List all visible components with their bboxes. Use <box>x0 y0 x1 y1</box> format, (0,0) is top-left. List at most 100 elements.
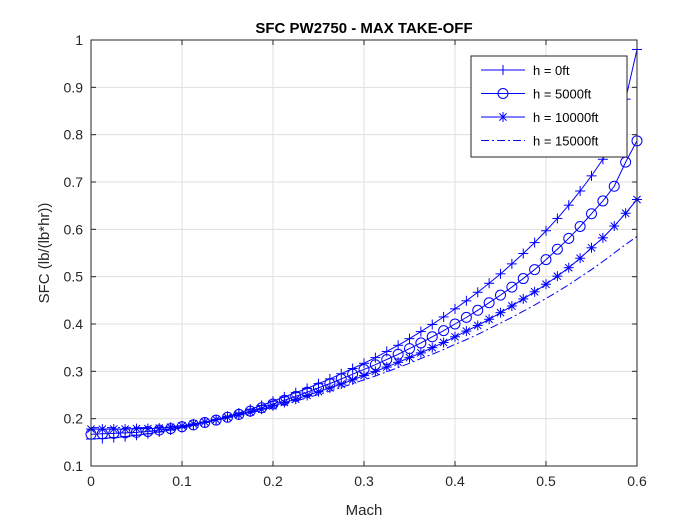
data-point <box>438 325 450 337</box>
data-point <box>472 320 483 331</box>
data-point <box>381 362 392 373</box>
data-point <box>302 390 313 401</box>
data-point <box>472 287 483 298</box>
data-point <box>541 225 551 236</box>
data-point <box>427 319 438 330</box>
data-point <box>415 326 426 337</box>
legend-entry: h = 10000ft <box>481 110 599 125</box>
data-point <box>586 242 597 253</box>
series-3 <box>91 236 638 429</box>
data-point <box>586 208 597 220</box>
legend-label: h = 10000ft <box>533 110 599 125</box>
data-point <box>575 185 586 196</box>
data-point <box>608 180 620 192</box>
x-tick-label: 0.3 <box>354 473 374 489</box>
data-point <box>165 422 176 433</box>
data-point <box>142 423 153 434</box>
data-point <box>336 379 347 390</box>
x-tick-label: 0.4 <box>445 473 465 489</box>
y-tick-label: 0.6 <box>64 221 84 237</box>
data-point <box>290 394 301 405</box>
data-point <box>359 370 369 381</box>
x-tick-label: 0.5 <box>536 473 556 489</box>
data-point <box>131 423 142 434</box>
data-point <box>597 232 608 243</box>
data-point <box>438 337 449 348</box>
data-point <box>393 357 404 368</box>
legend-marker <box>497 88 509 99</box>
data-point <box>541 279 551 290</box>
data-point <box>529 264 541 276</box>
axis-ticks: 0 0.1 0.2 0.3 0.4 0.5 0.60.10.20.30.40.50.60.7… <box>64 32 647 489</box>
data-point <box>268 400 278 411</box>
data-point <box>506 301 517 312</box>
y-tick-label: 0.1 <box>64 458 84 474</box>
data-point <box>540 254 552 266</box>
data-point <box>609 221 620 232</box>
legend: h = 0ft h = 5000ft h = 10000ft h = 15000ft <box>470 55 628 158</box>
data-point <box>370 352 381 363</box>
y-tick-label: 0.3 <box>64 363 84 379</box>
data-point <box>518 293 529 304</box>
data-point <box>506 258 517 269</box>
data-point <box>552 271 563 282</box>
data-point <box>483 297 495 309</box>
data-point <box>484 278 495 289</box>
data-point <box>506 281 518 293</box>
y-axis-label: SFC (lb/(lb*hr)) <box>36 203 53 304</box>
y-tick-label: 0.7 <box>64 174 84 190</box>
data-point <box>108 424 119 435</box>
data-point <box>495 307 506 318</box>
data-point <box>620 208 631 219</box>
data-point <box>449 318 461 330</box>
data-point <box>450 331 460 342</box>
data-point <box>347 374 358 385</box>
data-point <box>552 213 563 224</box>
data-point <box>529 286 540 297</box>
legend-entry: h = 15000ft <box>481 134 599 149</box>
y-tick-label: 0.8 <box>64 127 84 143</box>
data-point <box>529 237 540 248</box>
data-point <box>597 195 609 207</box>
x-tick-label: 0 <box>87 473 95 489</box>
data-point <box>97 424 108 435</box>
data-point <box>438 311 449 322</box>
legend-entry: h = 0ft <box>481 63 570 78</box>
data-point <box>495 268 506 279</box>
y-tick-label: 0.9 <box>64 79 84 95</box>
series-line <box>91 236 638 429</box>
data-point <box>484 314 495 325</box>
data-point <box>563 200 574 211</box>
data-point <box>518 248 529 259</box>
data-point <box>154 423 165 434</box>
data-point <box>461 295 472 306</box>
y-tick-label: 0.4 <box>64 316 84 332</box>
data-point <box>517 273 529 285</box>
data-point <box>472 304 484 316</box>
legend-entry: h = 5000ft <box>481 87 592 102</box>
legend-marker <box>498 112 508 122</box>
x-tick-label: 0.1 <box>172 473 192 489</box>
data-point <box>563 262 574 273</box>
data-point <box>404 352 415 363</box>
data-point <box>574 220 586 232</box>
data-point <box>120 424 131 435</box>
data-point <box>359 358 369 369</box>
data-point <box>370 366 381 377</box>
data-point <box>563 232 575 244</box>
y-tick-label: 1 <box>75 32 83 48</box>
data-point <box>495 289 506 301</box>
legend-label: h = 15000ft <box>533 134 599 149</box>
y-tick-label: 0.5 <box>64 269 84 285</box>
data-point <box>450 303 460 314</box>
data-point <box>404 333 415 344</box>
data-point <box>586 170 597 181</box>
data-point <box>551 243 563 255</box>
chart-title: SFC PW2750 - MAX TAKE-OFF <box>255 20 472 37</box>
legend-marker <box>498 65 508 75</box>
data-point <box>279 397 290 408</box>
data-point <box>460 311 472 323</box>
legend-label: h = 5000ft <box>533 87 592 102</box>
data-point <box>461 326 472 337</box>
